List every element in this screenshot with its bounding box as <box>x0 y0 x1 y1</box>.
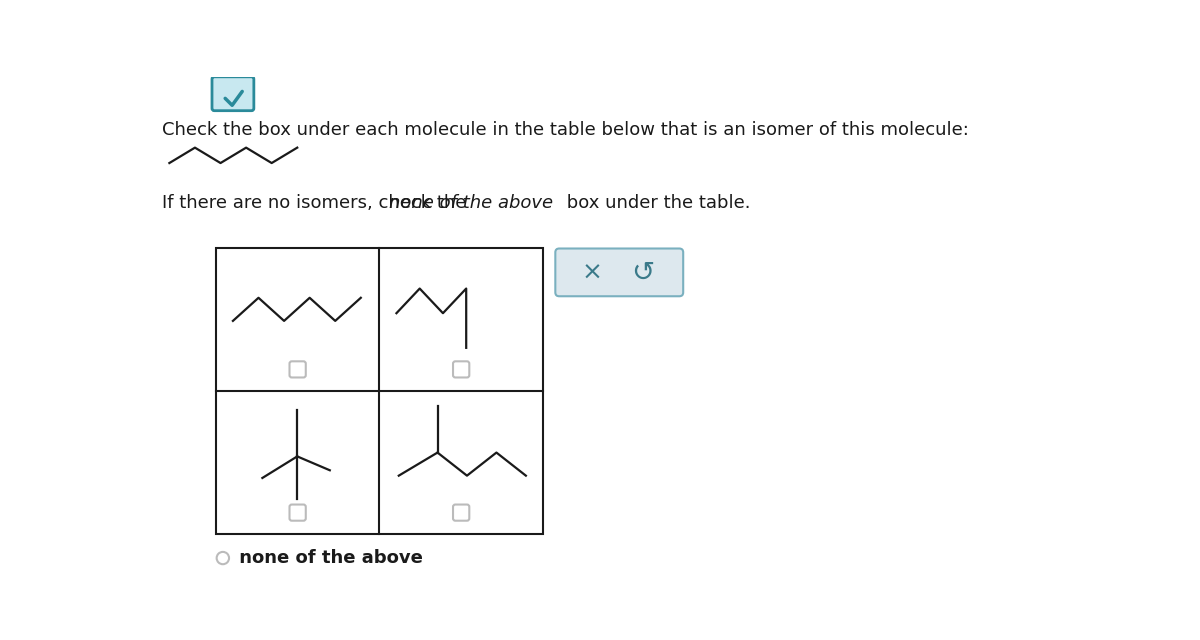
FancyBboxPatch shape <box>454 504 469 521</box>
FancyBboxPatch shape <box>454 362 469 378</box>
Text: ↺: ↺ <box>631 259 654 286</box>
Text: Check the box under each molecule in the table below that is an isomer of this m: Check the box under each molecule in the… <box>162 122 968 140</box>
FancyBboxPatch shape <box>212 77 254 111</box>
FancyBboxPatch shape <box>289 504 306 521</box>
FancyBboxPatch shape <box>556 248 683 296</box>
Bar <box>216 248 542 534</box>
Text: box under the table.: box under the table. <box>560 194 750 212</box>
Text: If there are no isomers, check the: If there are no isomers, check the <box>162 194 472 212</box>
Text: none of the above: none of the above <box>233 549 422 567</box>
Text: ×: × <box>581 260 602 284</box>
FancyBboxPatch shape <box>289 362 306 378</box>
Text: none of the above: none of the above <box>389 194 553 212</box>
